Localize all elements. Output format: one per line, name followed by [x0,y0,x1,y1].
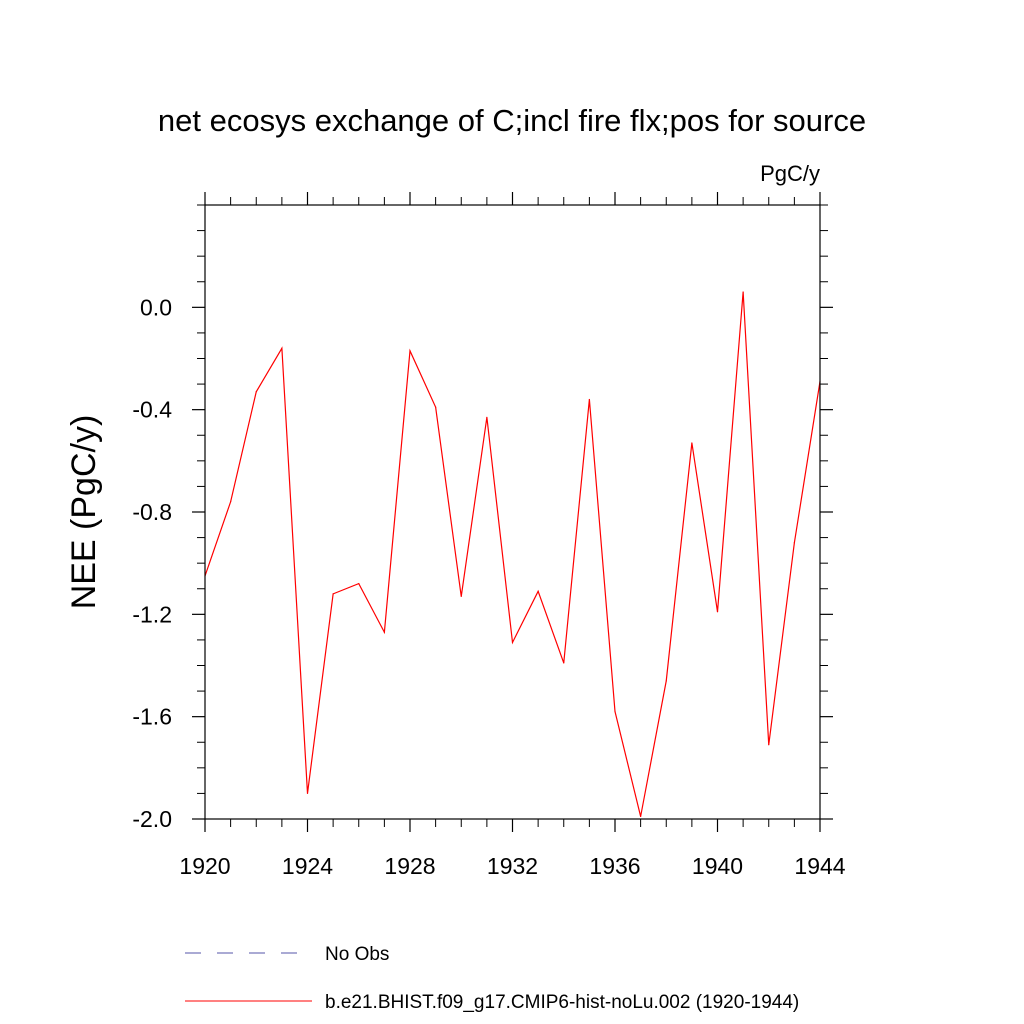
units-label: PgC/y [760,161,820,186]
chart-title: net ecosys exchange of C;incl fire flx;p… [158,103,866,138]
y-tick-label: -0.4 [132,397,172,423]
y-tick-label: -1.2 [132,601,172,627]
legend-label-model: b.e21.BHIST.f09_g17.CMIP6-hist-noLu.002 … [325,992,799,1013]
y-tick-label: 0.0 [140,294,172,320]
data-point [511,641,514,644]
data-point [332,593,334,595]
x-tick-label: 1924 [282,853,333,879]
data-point [383,631,385,633]
data-point [768,744,770,746]
series-layer [204,291,821,818]
data-point [691,442,693,444]
data-point [742,291,744,293]
x-tick-label: 1920 [179,853,230,879]
x-tick-label: 1936 [589,853,640,879]
data-point [255,391,257,393]
data-point [281,347,283,349]
data-point [486,416,488,418]
ticks-layer: 1920 1924 1928 1932 1936 1940 1944 0.0 -0.4 -0.8 -… [132,192,846,879]
x-tick-label: 1940 [692,853,743,879]
y-tick-label: -2.0 [132,806,172,832]
legend: No Obs b.e21.BHIST.f09_g17.CMIP6-hist-no… [185,944,799,1013]
data-point [614,710,616,713]
legend-label-no-obs: No Obs [325,944,389,965]
data-point [230,501,232,503]
x-tick-label: 1932 [487,853,538,879]
y-axis-label: NEE (PgC/y) [65,415,103,610]
series-line-0 [204,291,821,817]
data-point [435,406,437,408]
data-point [793,542,795,544]
data-point [640,815,642,818]
data-point [537,590,539,592]
data-point [358,583,360,585]
x-tick-label: 1928 [384,853,435,879]
data-point [460,595,462,598]
data-point [563,662,565,664]
data-point [409,350,411,352]
data-point [716,611,719,613]
y-tick-label: -0.8 [132,499,172,525]
y-tick-label: -1.6 [132,704,172,730]
data-point [665,680,667,682]
x-tick-label: 1944 [794,853,845,879]
plot-frame [204,204,821,820]
data-point [588,398,590,401]
data-point [306,792,309,795]
